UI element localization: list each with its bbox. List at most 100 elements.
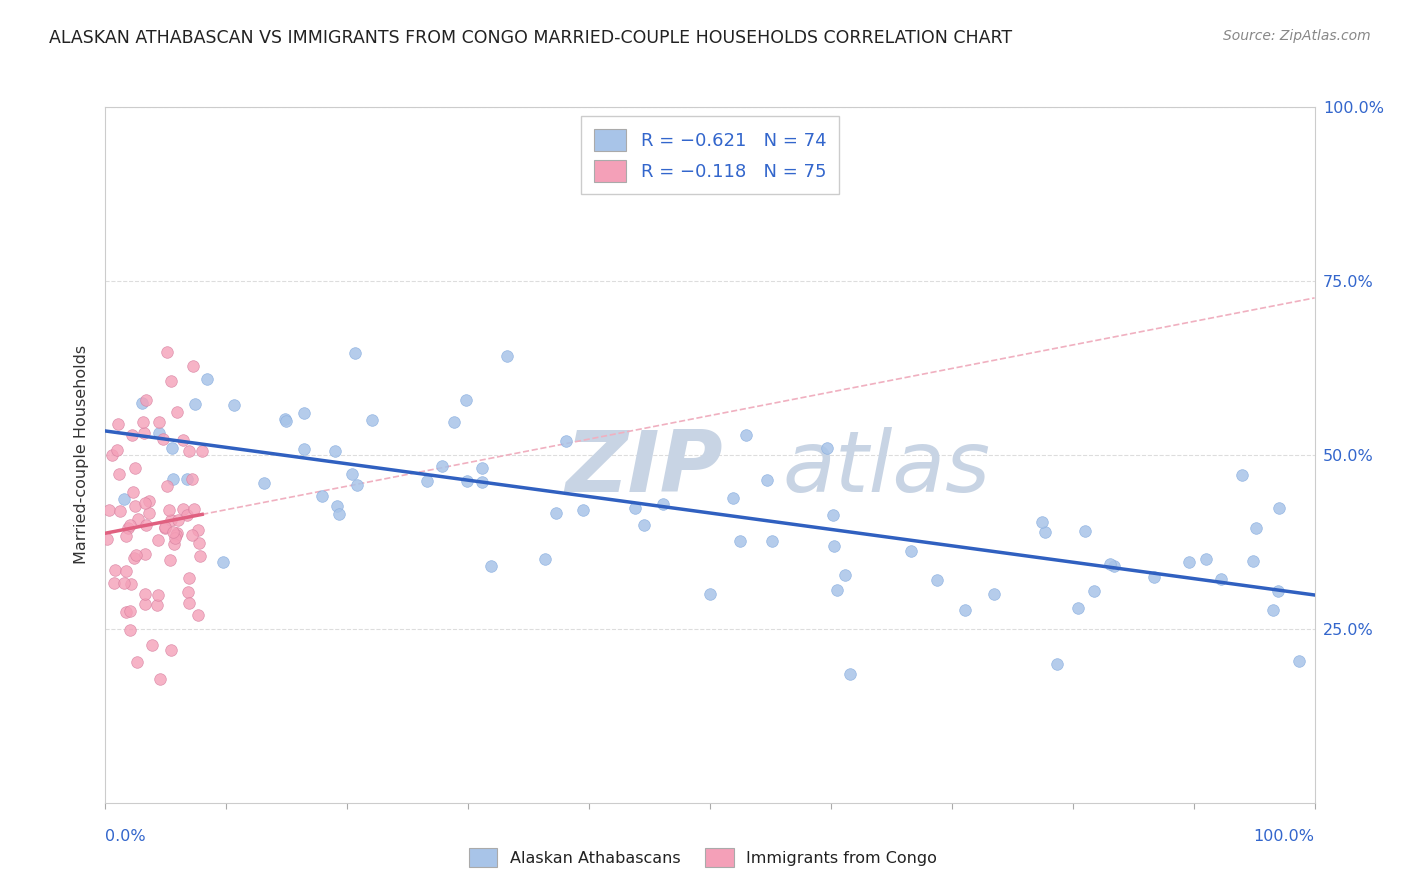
Point (160, 374, 183, 388)
Point (187, 523, 209, 537)
Point (839, 667, 862, 681)
Point (179, 596, 201, 610)
Point (134, 547, 156, 561)
Point (188, 549, 211, 563)
Point (1035, 525, 1057, 540)
Point (110, 504, 132, 518)
Point (149, 672, 172, 686)
Point (112, 492, 135, 507)
Point (554, 434, 576, 449)
Point (172, 434, 194, 448)
Point (471, 475, 494, 490)
Point (134, 597, 156, 611)
Point (112, 576, 135, 591)
Point (148, 426, 170, 441)
Point (188, 536, 211, 550)
Point (195, 371, 218, 385)
Point (166, 404, 188, 418)
Legend: Alaskan Athabascans, Immigrants from Congo: Alaskan Athabascans, Immigrants from Con… (463, 842, 943, 873)
Point (1263, 603, 1285, 617)
Point (346, 477, 368, 491)
Point (134, 587, 156, 601)
Point (1267, 500, 1289, 515)
Point (728, 534, 751, 549)
Point (276, 414, 298, 428)
Point (134, 425, 156, 440)
Point (224, 399, 246, 413)
Point (124, 499, 146, 513)
Point (125, 548, 148, 562)
Text: atlas: atlas (783, 427, 991, 510)
Point (157, 503, 180, 517)
Point (834, 567, 856, 582)
Text: Source: ZipAtlas.com: Source: ZipAtlas.com (1223, 29, 1371, 43)
Point (163, 537, 186, 551)
Point (1098, 557, 1121, 571)
Point (1074, 524, 1097, 538)
Point (160, 441, 183, 455)
Point (177, 570, 200, 584)
Point (146, 598, 169, 612)
Point (96, 532, 118, 546)
Point (1195, 552, 1218, 566)
Point (756, 474, 779, 488)
Point (416, 474, 439, 488)
Y-axis label: Married-couple Households: Married-couple Households (75, 345, 90, 565)
Point (1143, 570, 1166, 584)
Point (148, 533, 170, 547)
Point (165, 531, 187, 545)
Point (1102, 559, 1125, 574)
Point (183, 359, 205, 373)
Point (121, 427, 143, 442)
Point (253, 476, 276, 491)
Point (181, 528, 204, 542)
Point (134, 496, 156, 510)
Point (167, 513, 190, 527)
Point (823, 508, 845, 523)
Point (176, 508, 198, 522)
Point (135, 392, 157, 407)
Point (432, 459, 454, 474)
Point (101, 448, 124, 462)
Point (212, 555, 235, 569)
Point (273, 412, 295, 426)
Point (131, 396, 153, 410)
Point (166, 525, 188, 540)
Point (1177, 555, 1199, 569)
Point (823, 539, 845, 553)
Point (925, 573, 948, 587)
Point (120, 576, 142, 591)
Point (138, 493, 160, 508)
Point (115, 605, 138, 619)
Point (190, 443, 212, 458)
Point (122, 484, 145, 499)
Point (135, 517, 157, 532)
Point (117, 521, 139, 535)
Point (159, 643, 181, 657)
Point (127, 512, 149, 526)
Point (132, 415, 155, 429)
Point (815, 441, 838, 455)
Point (103, 576, 125, 591)
Text: 100.0%: 100.0% (1254, 830, 1315, 844)
Point (183, 502, 205, 516)
Legend: R = −0.621   N = 74, R = −0.118   N = 75: R = −0.621 N = 74, R = −0.118 N = 75 (581, 116, 839, 194)
Point (292, 442, 315, 456)
Point (162, 524, 184, 539)
Point (323, 443, 346, 458)
Point (496, 349, 519, 363)
Point (108, 467, 131, 481)
Point (120, 518, 142, 533)
Point (699, 587, 721, 601)
Text: ALASKAN ATHABASCAN VS IMMIGRANTS FROM CONGO MARRIED-COUPLE HOUSEHOLDS CORRELATIO: ALASKAN ATHABASCAN VS IMMIGRANTS FROM CO… (49, 29, 1012, 46)
Point (633, 517, 655, 532)
Point (165, 528, 187, 542)
Point (162, 472, 184, 486)
Point (187, 607, 209, 622)
Point (153, 520, 176, 534)
Point (340, 467, 363, 481)
Point (179, 443, 201, 458)
Point (1209, 572, 1232, 586)
Point (311, 489, 333, 503)
Point (546, 506, 568, 520)
